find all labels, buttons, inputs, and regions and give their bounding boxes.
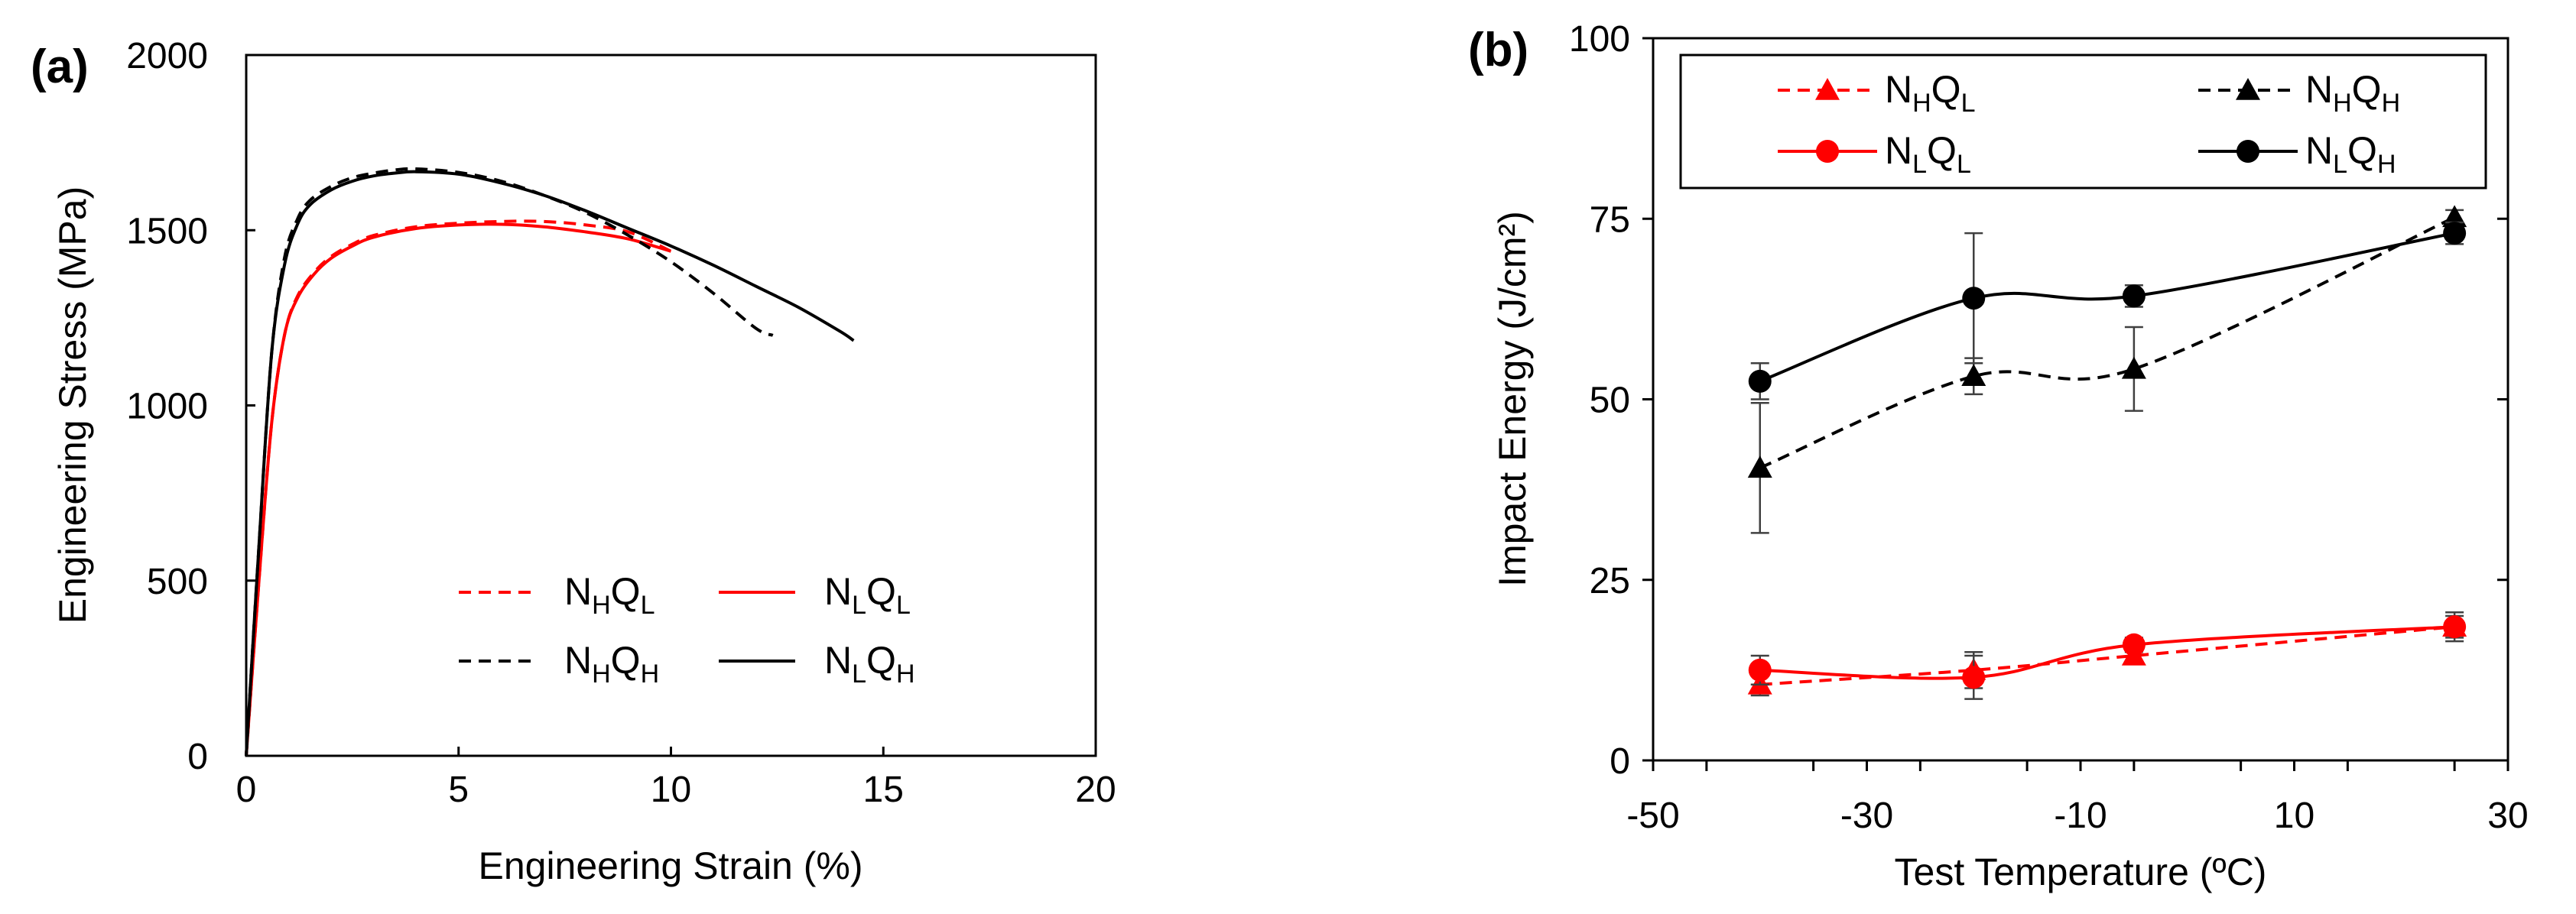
panel-b-point-n-h-q-h [2121, 356, 2146, 379]
panel-a-legend-label-n-h-q-l: NHQL [564, 570, 655, 620]
panel-a-x-axis-label: Engineering Strain (%) [478, 844, 862, 887]
panel-a-plot-frame [245, 53, 1097, 757]
panel-a-y-tick-label: 2000 [126, 36, 208, 76]
panel-a-legend-label-n-h-q-h: NHQH [564, 639, 659, 689]
panel-b-legend-marker-n-l-q-h [2237, 140, 2259, 163]
panel-b-x-tick-label: 30 [2487, 796, 2528, 836]
panel-b-point-n-l-q-l [1748, 658, 1772, 682]
panel-b-x-tick-label: -50 [1626, 796, 1679, 836]
panel-a-stress-strain: (a) 0 5 10 15 20 0 500 1000 1500 2000 Engineerin… [31, 36, 1116, 887]
panel-a-legend-label-n-l-q-l: NLQL [824, 570, 911, 620]
panel-b-y-ticks: 0 25 50 75 100 [1569, 19, 2508, 782]
panel-a-x-tick-label: 10 [651, 770, 691, 810]
panel-b-x-tick-label: 10 [2274, 796, 2315, 836]
panel-b-legend-label-n-h-q-h: NHQH [2305, 68, 2400, 118]
panel-a-legend-label-n-l-q-h: NLQH [824, 639, 915, 689]
panel-b-point-n-l-q-l [2122, 633, 2146, 656]
panel-b-legend-marker-n-l-q-l [1816, 140, 1839, 163]
panel-b-point-n-l-q-l [1962, 666, 1986, 689]
panel-b-point-n-h-q-h [1747, 455, 1772, 478]
panel-a-x-tick-label: 15 [863, 770, 904, 810]
panel-b-impact-energy: (b) -50 -30 -10 10 30 0 25 50 75 100 Test Temper… [1468, 19, 2529, 893]
panel-b-series [1747, 205, 2467, 700]
panel-a-x-tick-label: 5 [448, 770, 469, 810]
panel-a-y-tick-label: 1000 [126, 387, 208, 427]
panel-b-x-axis-label: Test Temperature (ºC) [1895, 851, 2267, 893]
panel-b-line-n-l-q-l [1759, 625, 2455, 680]
panel-b-line-n-h-q-l [1759, 625, 2455, 686]
panel-a-line-n-h-q-l [245, 219, 672, 757]
panel-a-x-ticks: 0 5 10 15 20 [236, 747, 1116, 810]
panel-b-point-n-l-q-h [2443, 222, 2467, 245]
panel-b-line-n-h-q-h [1759, 216, 2455, 470]
panel-b-x-tick-label: -30 [1840, 796, 1893, 836]
panel-a-y-tick-label: 1500 [126, 211, 208, 251]
panel-a-label: (a) [31, 41, 89, 93]
panel-a-x-tick-label: 20 [1075, 770, 1116, 810]
panel-a-y-axis-label: Engineering Stress (MPa) [51, 186, 94, 624]
panel-a-y-tick-label: 500 [147, 562, 208, 602]
panel-b-y-axis-label: Impact Energy (J/cm²) [1491, 211, 1534, 587]
panel-b-legend-label-n-l-q-l: NLQL [1885, 129, 1971, 179]
panel-b-y-tick-label: 0 [1610, 741, 1630, 782]
panel-b-y-tick-label: 25 [1590, 561, 1630, 601]
panel-b-x-ticks: -50 -30 -10 10 30 [1626, 760, 2529, 836]
panel-a-line-n-l-q-h [245, 170, 855, 757]
panel-b-legend-marker-n-h-q-h [2236, 78, 2260, 100]
panel-b-label: (b) [1468, 24, 1528, 76]
panel-b-point-n-l-q-h [1748, 369, 1772, 393]
panel-a-x-tick-label: 0 [236, 770, 257, 810]
panel-a-y-tick-label: 0 [187, 737, 208, 777]
panel-b-point-n-l-q-l [2443, 615, 2467, 639]
panel-a-series [245, 167, 855, 757]
panel-b-y-tick-label: 50 [1590, 381, 1630, 421]
panel-b-legend-label-n-h-q-l: NHQL [1885, 68, 1976, 118]
panel-b-x-tick-label: -10 [2054, 796, 2107, 836]
panel-b-y-tick-label: 100 [1569, 19, 1630, 60]
panel-b-legend-label-n-l-q-h: NLQH [2305, 129, 2396, 179]
panel-a-line-n-l-q-l [245, 222, 672, 757]
panel-b-point-n-l-q-h [1962, 287, 1986, 310]
panel-a-legend: NHQL NLQL NHQH NLQH [459, 570, 915, 689]
panel-a-y-ticks: 0 500 1000 1500 2000 [126, 36, 255, 777]
panel-b-point-n-l-q-h [2122, 284, 2146, 308]
panel-b-line-n-l-q-h [1759, 232, 2455, 383]
panel-b-legend-marker-n-h-q-l [1815, 78, 1840, 100]
panel-b-legend: NHQL NHQH NLQL NLQH [1778, 68, 2400, 179]
panel-b-legend-box [1679, 53, 2487, 190]
panel-b-y-tick-label: 75 [1590, 199, 1630, 240]
panel-b-point-n-h-q-h [1961, 364, 1986, 387]
